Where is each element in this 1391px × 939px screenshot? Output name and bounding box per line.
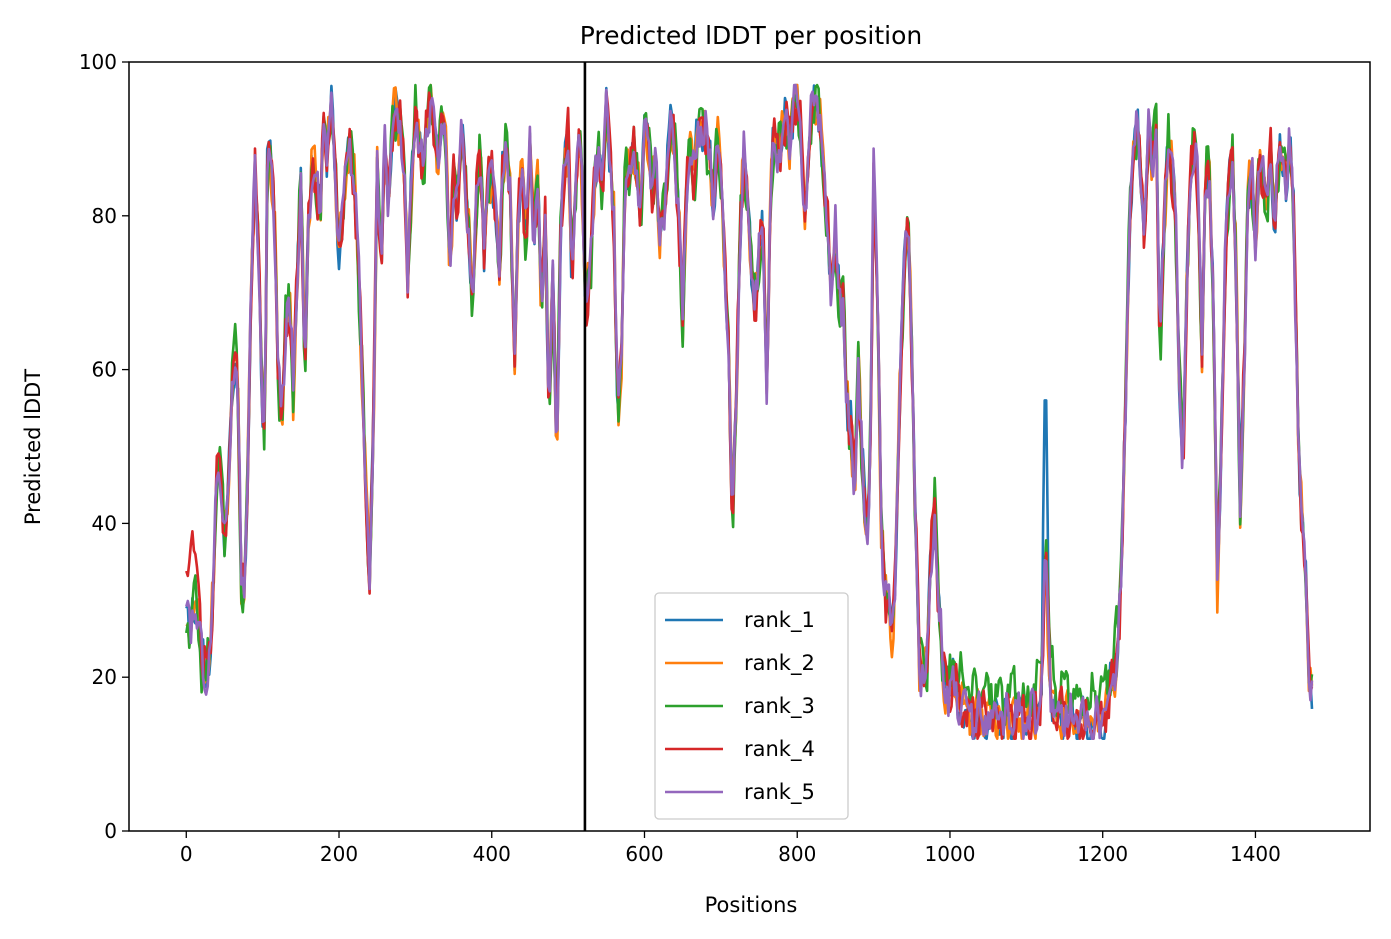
legend: rank_1 rank_2 rank_3 rank_4 rank_5 <box>654 592 849 820</box>
legend-label-rank_4: rank_4 <box>744 737 815 762</box>
series-layer <box>185 83 1314 741</box>
x-tick-label: 1000 <box>925 842 976 866</box>
y-tick-label: 40 <box>92 511 117 535</box>
legend-box <box>654 592 849 820</box>
x-tick-label: 0 <box>180 842 193 866</box>
y-tick-label: 100 <box>79 50 117 74</box>
y-axis-label: Predicted lDDT <box>21 369 45 525</box>
series-line-rank_5 <box>185 83 1314 741</box>
legend-label-rank_5: rank_5 <box>744 780 815 805</box>
x-axis-label: Positions <box>705 893 798 917</box>
plot-frame <box>128 61 1371 832</box>
legend-label-rank_2: rank_2 <box>744 651 815 676</box>
chart-title: Predicted lDDT per position <box>580 21 922 50</box>
y-tick-label: 80 <box>92 204 117 228</box>
x-tick-label: 400 <box>473 842 511 866</box>
x-tick-label: 1400 <box>1230 842 1281 866</box>
y-axis-ticks: 0 20 40 60 80 100 <box>79 50 129 843</box>
x-tick-label: 1200 <box>1077 842 1128 866</box>
x-tick-label: 200 <box>320 842 358 866</box>
y-tick-label: 0 <box>104 819 117 843</box>
x-tick-label: 600 <box>625 842 663 866</box>
legend-label-rank_1: rank_1 <box>744 608 815 633</box>
y-tick-label: 20 <box>92 665 117 689</box>
legend-label-rank_3: rank_3 <box>744 694 815 719</box>
x-axis-ticks: 0 200 400 600 800 1000 1200 1400 <box>180 831 1281 866</box>
x-tick-label: 800 <box>778 842 816 866</box>
y-tick-label: 60 <box>92 358 117 382</box>
